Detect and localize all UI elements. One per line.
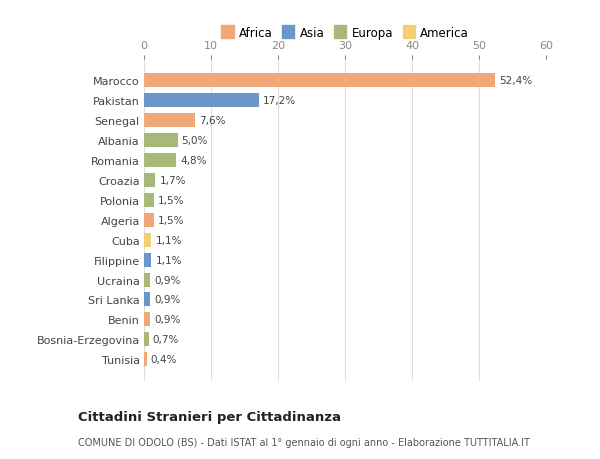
Text: 1,1%: 1,1% xyxy=(155,235,182,245)
Text: 0,4%: 0,4% xyxy=(151,354,177,364)
Text: 17,2%: 17,2% xyxy=(263,96,296,106)
Bar xyxy=(144,293,150,307)
Bar xyxy=(144,74,495,88)
Text: 5,0%: 5,0% xyxy=(182,136,208,146)
Text: 1,7%: 1,7% xyxy=(160,176,186,185)
Text: 1,1%: 1,1% xyxy=(155,255,182,265)
Text: 52,4%: 52,4% xyxy=(499,76,532,86)
Bar xyxy=(144,313,150,327)
Text: 4,8%: 4,8% xyxy=(180,156,206,166)
Text: Cittadini Stranieri per Cittadinanza: Cittadini Stranieri per Cittadinanza xyxy=(78,410,341,423)
Bar xyxy=(144,213,154,227)
Bar xyxy=(144,353,146,366)
Bar xyxy=(144,134,178,148)
Text: 0,9%: 0,9% xyxy=(154,275,181,285)
Legend: Africa, Asia, Europa, America: Africa, Asia, Europa, America xyxy=(218,24,473,44)
Text: 7,6%: 7,6% xyxy=(199,116,226,126)
Text: 0,7%: 0,7% xyxy=(153,335,179,345)
Text: 0,9%: 0,9% xyxy=(154,295,181,305)
Text: 0,9%: 0,9% xyxy=(154,315,181,325)
Bar xyxy=(144,174,155,188)
Bar xyxy=(144,114,195,128)
Bar xyxy=(144,253,151,267)
Bar xyxy=(144,154,176,168)
Bar xyxy=(144,194,154,207)
Bar xyxy=(144,233,151,247)
Bar xyxy=(144,94,259,108)
Text: 1,5%: 1,5% xyxy=(158,196,185,206)
Bar xyxy=(144,333,149,347)
Text: COMUNE DI ODOLO (BS) - Dati ISTAT al 1° gennaio di ogni anno - Elaborazione TUTT: COMUNE DI ODOLO (BS) - Dati ISTAT al 1° … xyxy=(78,437,530,447)
Text: 1,5%: 1,5% xyxy=(158,215,185,225)
Bar xyxy=(144,273,150,287)
